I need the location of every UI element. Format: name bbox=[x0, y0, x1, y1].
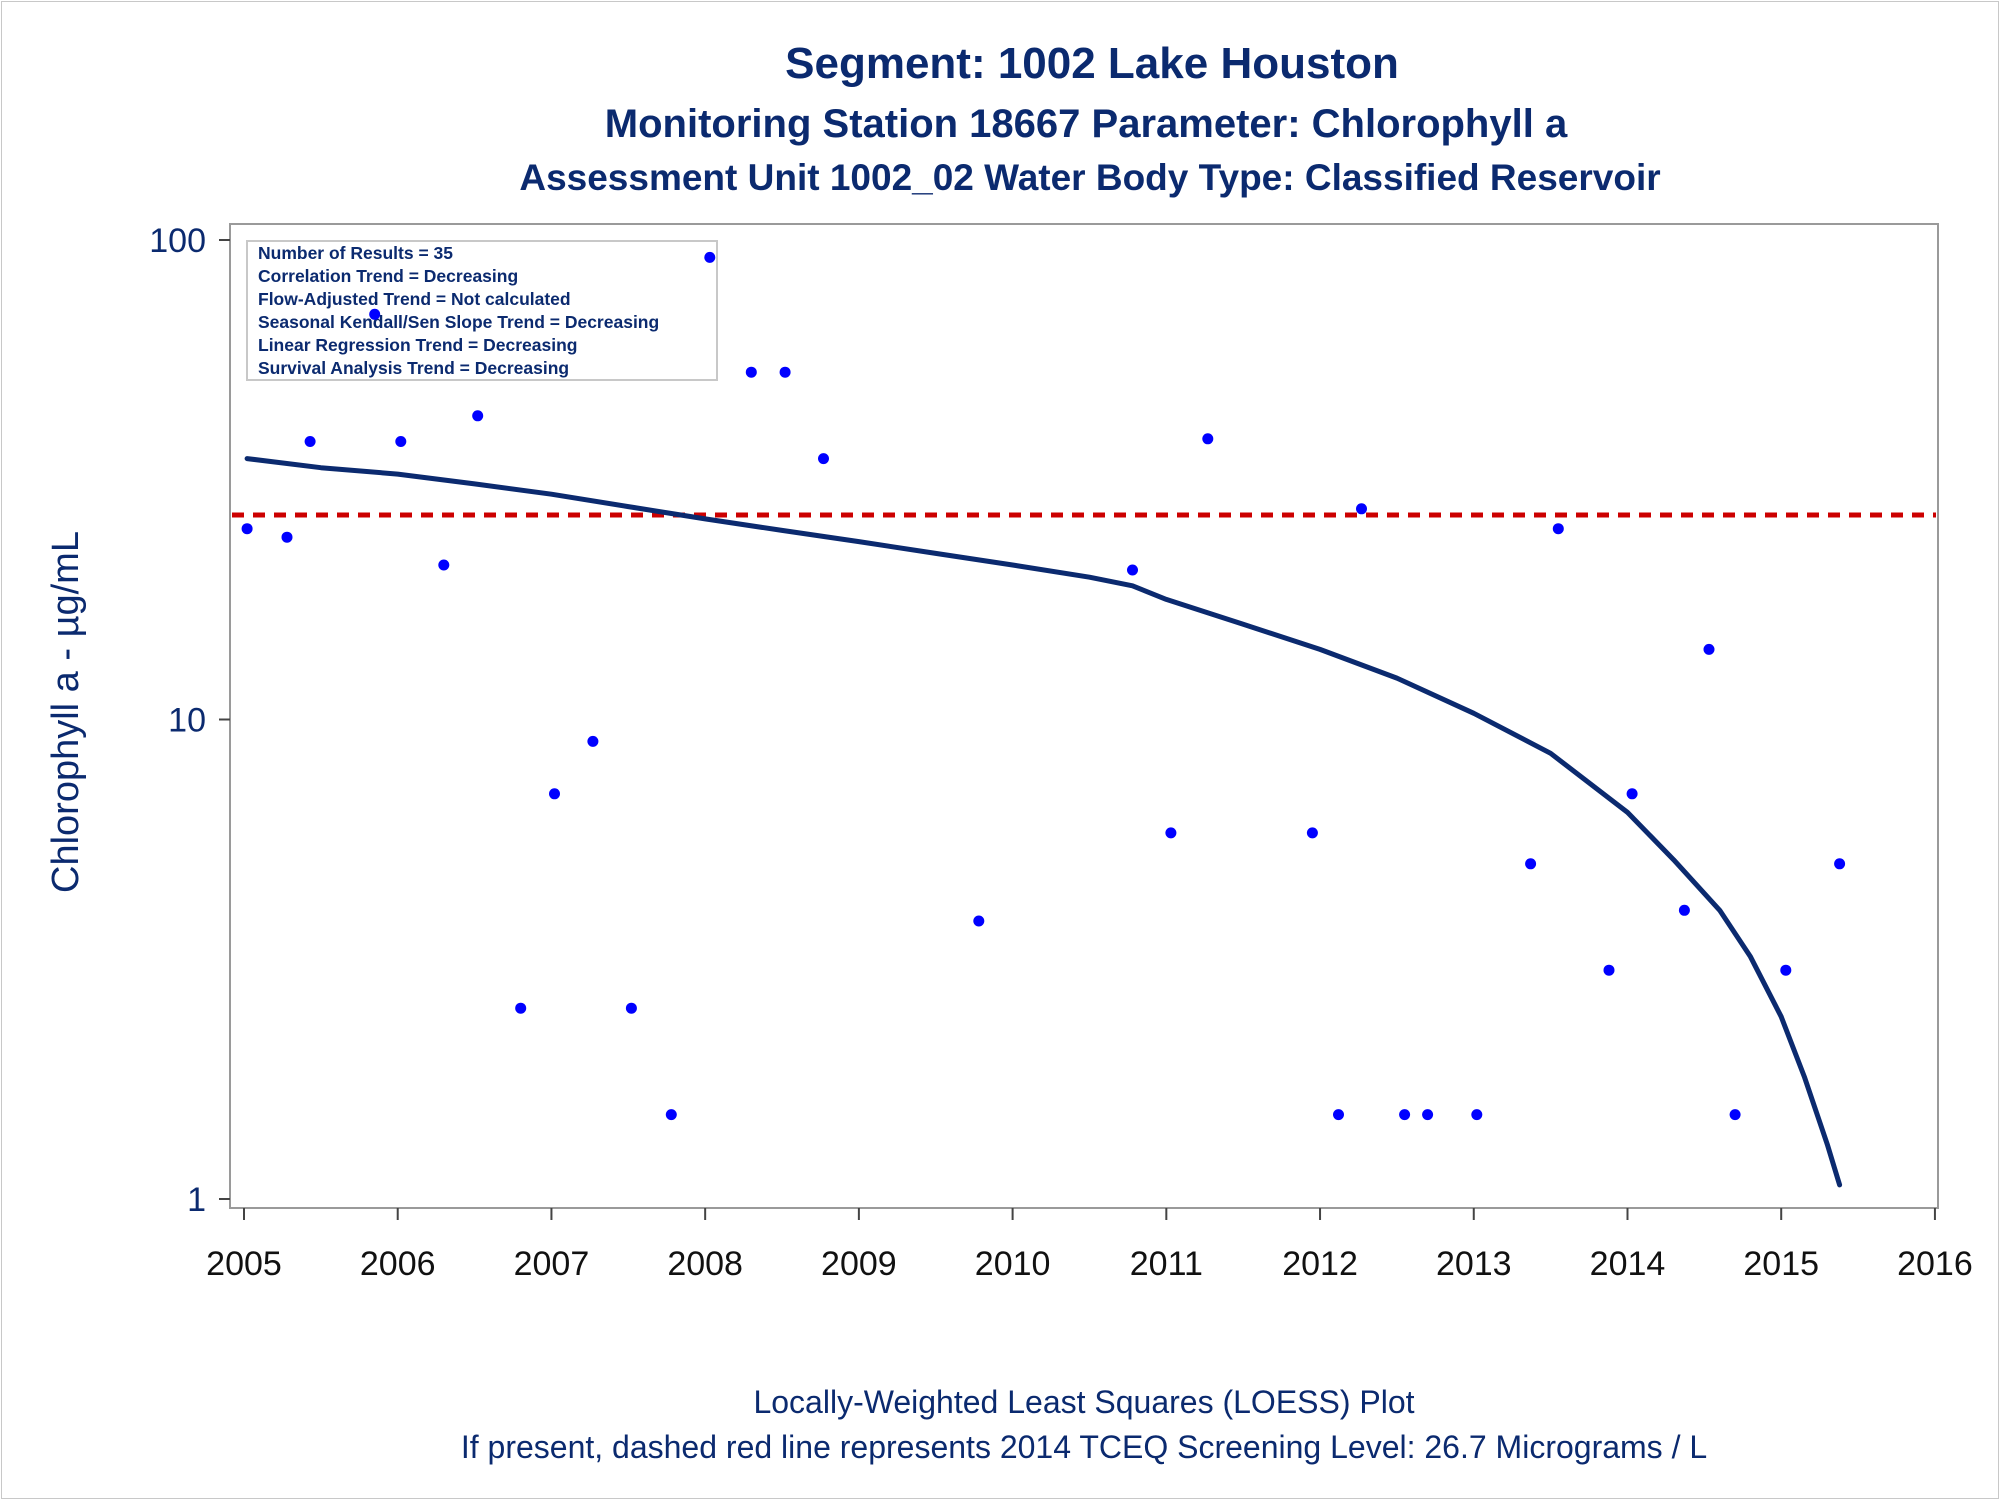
data-point bbox=[779, 366, 791, 378]
data-point bbox=[1202, 433, 1214, 445]
x-tick-label: 2010 bbox=[975, 1245, 1051, 1283]
x-tick-label: 2009 bbox=[821, 1245, 897, 1283]
stats-line-results: Number of Results = 35 bbox=[258, 243, 453, 263]
footnote-loess: Locally-Weighted Least Squares (LOESS) P… bbox=[753, 1384, 1414, 1420]
data-point bbox=[395, 436, 407, 447]
data-point bbox=[1780, 964, 1792, 976]
data-point bbox=[1165, 827, 1177, 839]
data-point bbox=[549, 788, 560, 800]
y-tick-label: 1 bbox=[187, 1181, 206, 1219]
data-point bbox=[587, 735, 599, 747]
x-tick-label: 2016 bbox=[1897, 1245, 1973, 1283]
data-point bbox=[1356, 503, 1367, 515]
chart-subtitle-2: Assessment Unit 1002_02 Water Body Type:… bbox=[519, 157, 1660, 198]
data-point bbox=[973, 915, 985, 927]
x-tick-label: 2007 bbox=[514, 1245, 590, 1283]
data-point bbox=[1127, 564, 1138, 576]
x-tick-label: 2015 bbox=[1743, 1245, 1819, 1283]
data-point bbox=[241, 523, 253, 535]
stats-line-correlation: Correlation Trend = Decreasing bbox=[258, 266, 518, 286]
data-point bbox=[745, 366, 757, 378]
data-point bbox=[1552, 523, 1564, 535]
data-point bbox=[304, 436, 316, 447]
x-tick-label: 2008 bbox=[667, 1245, 743, 1283]
data-point bbox=[1703, 643, 1715, 655]
data-points bbox=[241, 251, 1846, 1121]
x-tick-label: 2013 bbox=[1436, 1245, 1512, 1283]
data-point bbox=[1471, 1109, 1483, 1121]
x-tick-label: 2006 bbox=[360, 1245, 436, 1283]
data-point bbox=[1525, 858, 1537, 870]
y-tick-label: 100 bbox=[149, 222, 206, 260]
x-tick-label: 2005 bbox=[206, 1245, 282, 1283]
data-point bbox=[665, 1109, 677, 1121]
data-point bbox=[1834, 858, 1846, 870]
data-point bbox=[1306, 827, 1318, 839]
data-point bbox=[818, 453, 829, 465]
x-tick-label: 2012 bbox=[1282, 1245, 1358, 1283]
data-point bbox=[438, 559, 450, 571]
chart-title: Segment: 1002 Lake Houston bbox=[785, 39, 1399, 88]
data-point bbox=[704, 251, 716, 263]
x-axis: 2005 2006 2007 2008 2009 2010 2011 2012 2013 2014… bbox=[206, 1208, 1973, 1283]
data-point bbox=[1422, 1109, 1434, 1121]
stats-box-border bbox=[246, 240, 718, 381]
stats-line-seasonal-kendall: Seasonal Kendall/Sen Slope Trend = Decre… bbox=[258, 312, 659, 332]
data-point bbox=[625, 1002, 637, 1014]
x-tick-label: 2014 bbox=[1590, 1245, 1666, 1283]
y-tick-label: 10 bbox=[168, 702, 206, 740]
data-point bbox=[369, 308, 381, 320]
loess-layer bbox=[244, 456, 1843, 1188]
footnote-screening-level: If present, dashed red line represents 2… bbox=[461, 1429, 1707, 1465]
data-point bbox=[472, 410, 484, 422]
data-point bbox=[1626, 788, 1638, 800]
stats-line-linear-regression: Linear Regression Trend = Decreasing bbox=[258, 335, 578, 355]
data-point bbox=[515, 1002, 527, 1014]
data-point bbox=[1603, 964, 1615, 976]
x-tick-label: 2011 bbox=[1130, 1245, 1203, 1283]
data-point bbox=[1678, 904, 1690, 916]
loess-curve bbox=[244, 456, 1843, 1188]
stats-line-survival: Survival Analysis Trend = Decreasing bbox=[258, 358, 569, 378]
y-axis: 100 10 1 bbox=[149, 222, 230, 1219]
data-point bbox=[1399, 1109, 1411, 1121]
chart-subtitle: Monitoring Station 18667 Parameter: Chlo… bbox=[605, 102, 1568, 146]
data-point bbox=[1333, 1109, 1344, 1121]
data-point bbox=[281, 531, 293, 543]
stats-line-flow-adjusted: Flow-Adjusted Trend = Not calculated bbox=[258, 289, 571, 309]
plot-area bbox=[229, 223, 1939, 1209]
stats-legend-box: Number of Results = 35 Correlation Trend… bbox=[246, 240, 718, 381]
y-axis-title: Chlorophyll a - µg/mL bbox=[45, 531, 87, 893]
data-point bbox=[1729, 1109, 1741, 1121]
